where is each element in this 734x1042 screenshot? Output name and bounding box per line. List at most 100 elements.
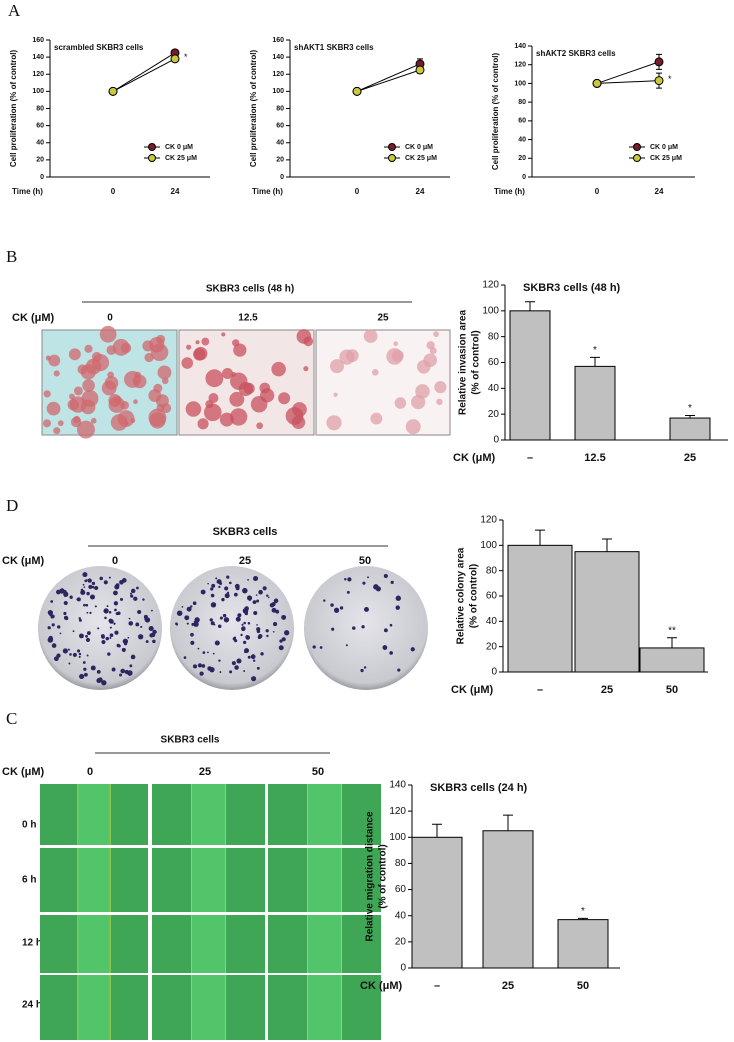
colony	[47, 626, 51, 630]
colony	[106, 605, 109, 608]
colony	[231, 661, 236, 666]
y-tick-label: 40	[488, 383, 500, 394]
colony	[395, 605, 400, 610]
cell	[193, 348, 206, 361]
cell	[45, 355, 51, 361]
colony	[121, 647, 126, 652]
colony	[272, 622, 278, 627]
colony	[192, 601, 197, 606]
colony	[244, 648, 250, 654]
colony	[101, 680, 107, 686]
colony	[237, 613, 242, 618]
y-tick-label: 160	[272, 37, 284, 44]
cell	[90, 417, 97, 424]
cell	[370, 412, 383, 425]
cell	[157, 365, 172, 380]
cell	[161, 377, 169, 385]
wound-gap	[77, 784, 111, 845]
wound-gap	[307, 848, 342, 912]
colony	[250, 654, 256, 660]
colony	[224, 593, 230, 599]
colony	[243, 640, 247, 645]
colony	[257, 635, 262, 639]
colony	[331, 627, 335, 631]
dose: 0	[107, 313, 113, 324]
cell	[391, 349, 404, 362]
y-tick-label: 120	[480, 515, 497, 526]
y-tick-label: 100	[32, 88, 44, 95]
y-tick-label: 20	[486, 641, 498, 652]
significance: *	[581, 906, 585, 917]
significance: **	[668, 625, 676, 636]
y-tick-label: 40	[36, 140, 44, 147]
cell	[346, 349, 359, 362]
colony	[200, 589, 206, 595]
wound-gap	[77, 915, 111, 973]
cell	[394, 397, 407, 409]
x-axis-label: CK (μM)	[453, 452, 496, 464]
image-header: SKBR3 cells (48 h)	[206, 284, 294, 295]
point	[654, 76, 664, 86]
colony	[117, 644, 121, 648]
colony	[255, 594, 258, 596]
colony	[91, 581, 96, 586]
panel-letter: B	[6, 247, 17, 266]
colony	[271, 602, 276, 607]
colony	[201, 664, 206, 668]
bar	[507, 544, 573, 673]
dose-label: CK (μM)	[12, 312, 55, 324]
colony	[67, 648, 70, 651]
colony	[221, 597, 225, 602]
y-axis-label: (% of control)	[378, 844, 389, 908]
colony	[214, 640, 220, 646]
significance: *	[184, 52, 188, 62]
colony	[135, 622, 140, 627]
dose: 25	[199, 766, 211, 778]
colony	[96, 678, 102, 684]
y-tick-label: 60	[395, 884, 407, 895]
x-tick-label: 25	[601, 684, 613, 696]
colony	[241, 623, 244, 626]
colony	[148, 625, 154, 632]
colony	[192, 664, 198, 669]
chart-title: scrambled SKBR3 cells	[54, 43, 144, 52]
cell	[197, 418, 209, 430]
colony	[210, 621, 215, 626]
colony	[86, 579, 88, 581]
colony	[360, 668, 364, 673]
colony	[63, 611, 67, 616]
colony	[219, 671, 222, 674]
colony	[333, 607, 340, 613]
colony	[344, 577, 347, 581]
cell	[161, 403, 172, 414]
colony	[69, 595, 73, 599]
legend-marker	[148, 154, 156, 162]
bar	[669, 417, 711, 441]
x-tick-label: 50	[666, 684, 678, 696]
cell	[426, 341, 435, 350]
chart-title: shAKT2 SKBR3 cells	[536, 49, 616, 58]
colony	[234, 592, 238, 597]
colony	[59, 588, 65, 594]
colony	[256, 666, 260, 670]
error-bar	[432, 823, 442, 838]
colony	[109, 626, 112, 629]
colony	[115, 583, 120, 588]
colony	[103, 580, 108, 585]
cell	[363, 329, 378, 343]
wound-gap	[191, 915, 226, 973]
colony	[104, 616, 107, 620]
colony	[284, 630, 290, 636]
colony	[266, 594, 269, 597]
x-axis-label: Time (h)	[252, 187, 283, 196]
chart-title: shAKT1 SKBR3 cells	[294, 43, 374, 52]
cell	[53, 427, 61, 435]
colony	[94, 605, 97, 608]
cell	[68, 348, 81, 361]
cell	[303, 366, 309, 372]
colony	[94, 585, 99, 591]
colony	[91, 585, 95, 589]
cell	[69, 396, 87, 413]
colony	[209, 618, 213, 622]
